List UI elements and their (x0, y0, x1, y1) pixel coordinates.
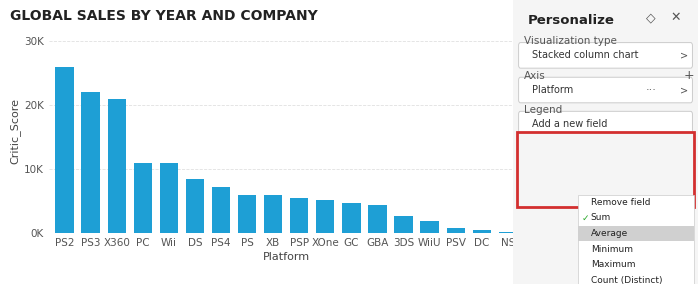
Text: GLOBAL SALES BY YEAR AND COMPANY: GLOBAL SALES BY YEAR AND COMPANY (10, 9, 318, 22)
Text: >: > (680, 85, 688, 95)
X-axis label: Platform: Platform (262, 252, 310, 262)
Text: Count (Distinct): Count (Distinct) (591, 276, 662, 284)
Bar (107, 99, 126, 233)
Text: Critic_Score: Critic_Score (531, 149, 589, 159)
Bar (290, 198, 309, 233)
Text: Tooltips: Tooltips (524, 169, 563, 179)
Text: ···: ··· (646, 85, 657, 95)
Bar (473, 230, 491, 233)
Text: Axis: Axis (524, 71, 546, 81)
Y-axis label: Critic_Score: Critic_Score (9, 98, 20, 164)
Text: Add a new field: Add a new field (531, 119, 607, 129)
FancyBboxPatch shape (519, 77, 692, 103)
Bar (264, 195, 282, 233)
Text: Visualization type: Visualization type (524, 36, 617, 46)
FancyBboxPatch shape (517, 132, 695, 207)
Bar (342, 203, 360, 233)
Bar (238, 195, 256, 233)
Bar (212, 187, 230, 233)
Text: >: > (680, 149, 688, 159)
Bar (55, 67, 73, 233)
Bar (447, 228, 465, 233)
Bar (499, 232, 517, 233)
Text: +: + (683, 69, 694, 82)
FancyBboxPatch shape (578, 226, 695, 241)
Text: +: + (683, 133, 694, 146)
Text: Average: Average (591, 229, 628, 238)
Text: Stacked column chart: Stacked column chart (531, 50, 638, 60)
Bar (186, 179, 204, 233)
Text: Value: Value (524, 135, 553, 145)
FancyBboxPatch shape (519, 141, 692, 167)
FancyBboxPatch shape (519, 43, 692, 68)
Text: ✓: ✓ (581, 214, 589, 222)
Bar (369, 205, 387, 233)
Bar (82, 92, 100, 233)
Text: ···: ··· (646, 149, 657, 159)
Text: Sum: Sum (591, 214, 611, 222)
FancyBboxPatch shape (519, 111, 692, 137)
FancyBboxPatch shape (519, 175, 692, 201)
Bar (133, 162, 152, 233)
Text: Minimum: Minimum (591, 245, 632, 254)
Text: ◇: ◇ (646, 11, 656, 24)
Text: >: > (680, 50, 688, 60)
Text: Platform: Platform (531, 85, 573, 95)
Text: Maximum: Maximum (591, 260, 635, 269)
Bar (420, 222, 439, 233)
Text: ✕: ✕ (670, 11, 681, 24)
Text: Legend: Legend (524, 105, 563, 115)
Text: Remove field: Remove field (591, 198, 651, 207)
Bar (160, 162, 178, 233)
Text: Personalize: Personalize (528, 14, 615, 27)
Bar (316, 200, 334, 233)
Text: Add a new field: Add a new field (531, 183, 607, 193)
FancyBboxPatch shape (578, 195, 695, 284)
Bar (394, 216, 413, 233)
